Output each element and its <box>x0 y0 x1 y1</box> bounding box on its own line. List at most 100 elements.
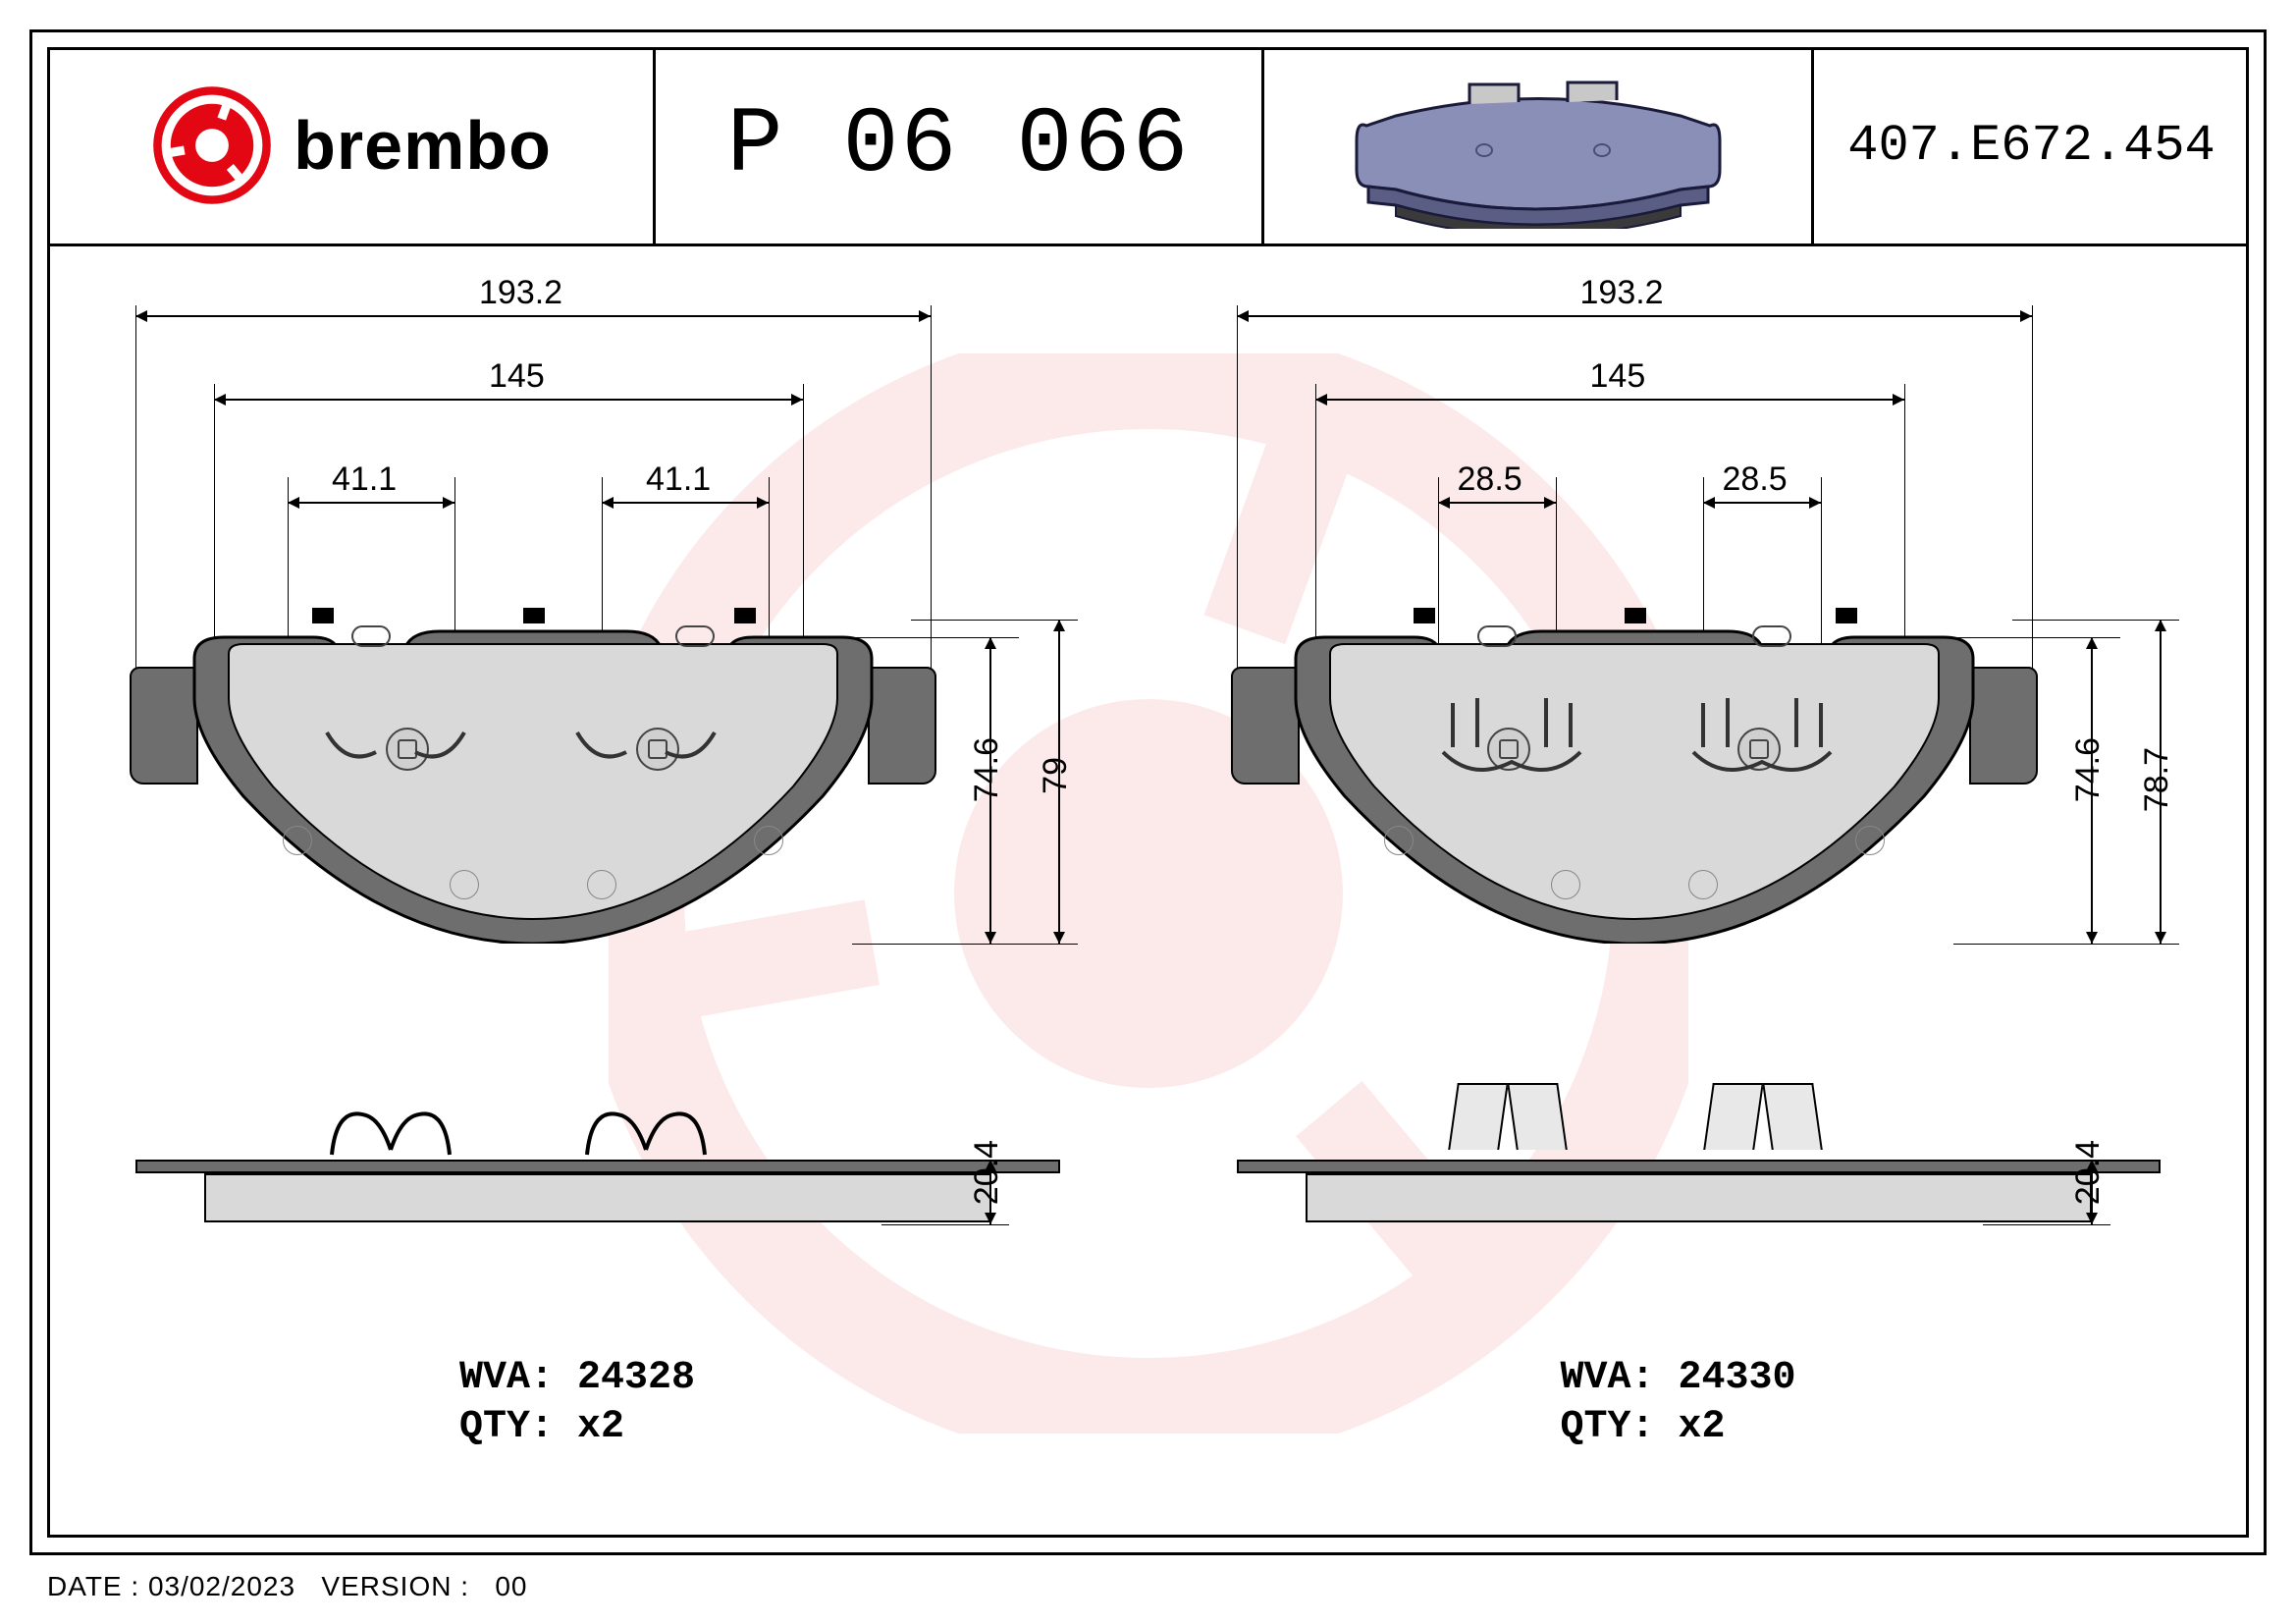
hole <box>1551 870 1580 899</box>
version-value: 00 <box>495 1571 527 1601</box>
dim-label: 41.1 <box>332 460 397 499</box>
part-number: P 06 066 <box>726 92 1190 198</box>
reference-code-cell: 407.E672.454 <box>1814 47 2249 244</box>
ext-line <box>803 384 804 639</box>
ext-line <box>1983 1224 2110 1225</box>
backing-plate <box>135 1160 1060 1173</box>
clip-spring-icon <box>572 713 720 791</box>
brand-text: brembo <box>294 106 552 185</box>
piston-clip-icon <box>1683 693 1841 801</box>
ext-line <box>1953 944 2179 945</box>
pad-slot <box>1477 625 1517 647</box>
product-render-cell <box>1264 47 1814 244</box>
ext-line <box>1315 384 1316 639</box>
date-label: DATE : <box>47 1571 139 1601</box>
backing-plate <box>1237 1160 2162 1173</box>
wva-row: WVA: 24328 <box>459 1356 695 1400</box>
wva-label: WVA: <box>459 1356 554 1400</box>
left-pad-column: 193.2 145 41.1 41.1 <box>47 246 1148 1538</box>
header-row: brembo P 06 066 407.E672.454 <box>47 47 2249 244</box>
clip-wing <box>1703 1083 1764 1150</box>
dim-label: 74.6 <box>968 737 1006 802</box>
qty-label: QTY: <box>1561 1405 1655 1449</box>
dim-inner-width <box>214 399 803 401</box>
clip-wing <box>1507 1083 1568 1150</box>
pad-slot <box>1752 625 1791 647</box>
pad-side-view-right <box>1266 1101 2132 1238</box>
ext-line <box>881 1224 1009 1225</box>
pad-outline-icon <box>1237 620 2032 944</box>
pad-slot <box>351 625 391 647</box>
dim-label: 145 <box>489 357 545 396</box>
pad-tab <box>1625 608 1646 623</box>
hole <box>283 826 312 855</box>
footer-meta: DATE : 03/02/2023 VERSION : 00 <box>47 1571 528 1602</box>
ext-line <box>852 944 1078 945</box>
dim-label: 79 <box>1037 757 1075 794</box>
qty-row: QTY: x2 <box>1561 1405 1726 1449</box>
spring-clip-side-icon <box>322 1091 459 1169</box>
pad-side-view-left <box>165 1101 1031 1238</box>
dim-slot-left <box>288 502 454 504</box>
brake-pad-render-icon <box>1332 62 1744 229</box>
spring-clip-side-icon <box>577 1091 715 1169</box>
pad-tab <box>1414 608 1435 623</box>
dim-label: 20.4 <box>2069 1140 2108 1205</box>
wva-label: WVA: <box>1561 1356 1655 1400</box>
dim-label: 28.5 <box>1723 460 1788 499</box>
dim-label: 28.5 <box>1458 460 1522 499</box>
dim-inner-width <box>1315 399 1904 401</box>
clip-wing <box>1762 1083 1823 1150</box>
ext-line <box>931 305 932 678</box>
dim-slot-left <box>1438 502 1556 504</box>
pad-front-view-left <box>135 620 931 944</box>
friction-material <box>1306 1173 2093 1222</box>
clip-spring-icon <box>322 713 469 791</box>
right-pad-column: 193.2 145 28.5 28.5 <box>1148 246 2250 1538</box>
hole <box>450 870 479 899</box>
piston-clip-icon <box>1433 693 1590 801</box>
ext-line <box>2032 305 2033 678</box>
pad-outline-icon <box>135 620 931 944</box>
qty-row: QTY: x2 <box>459 1405 624 1449</box>
friction-material <box>204 1173 991 1222</box>
wva-value: 24328 <box>577 1356 695 1400</box>
dim-slot-right <box>1703 502 1821 504</box>
ext-line <box>214 384 215 639</box>
version-label: VERSION : <box>321 1571 469 1601</box>
dim-label: 78.7 <box>2138 747 2176 812</box>
pad-tab <box>312 608 334 623</box>
datasheet: brembo P 06 066 407.E672.454 <box>0 0 2296 1624</box>
dim-overall-width <box>1237 315 2032 317</box>
pad-tab <box>734 608 756 623</box>
brembo-logo-icon <box>148 81 276 209</box>
dim-label: 145 <box>1590 357 1646 396</box>
part-number-cell: P 06 066 <box>656 47 1264 244</box>
drawing-area: 193.2 145 41.1 41.1 <box>47 246 2249 1538</box>
hole <box>1855 826 1885 855</box>
reference-code: 407.E672.454 <box>1847 117 2215 175</box>
clip-wing <box>1448 1083 1509 1150</box>
wva-row: WVA: 24330 <box>1561 1356 1796 1400</box>
dim-label: 41.1 <box>646 460 711 499</box>
dim-label: 193.2 <box>1580 274 1664 312</box>
dim-slot-right <box>602 502 769 504</box>
qty-value: x2 <box>577 1405 624 1449</box>
pad-tab <box>523 608 545 623</box>
pad-front-view-right <box>1237 620 2032 944</box>
hole <box>587 870 616 899</box>
dim-label: 193.2 <box>479 274 562 312</box>
pad-tab <box>1836 608 1857 623</box>
ext-line <box>1904 384 1905 639</box>
qty-value: x2 <box>1679 1405 1726 1449</box>
pad-slot <box>675 625 715 647</box>
date-value: 03/02/2023 <box>148 1571 295 1601</box>
hole <box>1688 870 1718 899</box>
dim-label: 20.4 <box>968 1140 1006 1205</box>
brand-cell: brembo <box>47 47 656 244</box>
wva-value: 24330 <box>1679 1356 1796 1400</box>
dim-label: 74.6 <box>2069 737 2108 802</box>
hole <box>754 826 783 855</box>
qty-label: QTY: <box>459 1405 554 1449</box>
dim-overall-width <box>135 315 931 317</box>
